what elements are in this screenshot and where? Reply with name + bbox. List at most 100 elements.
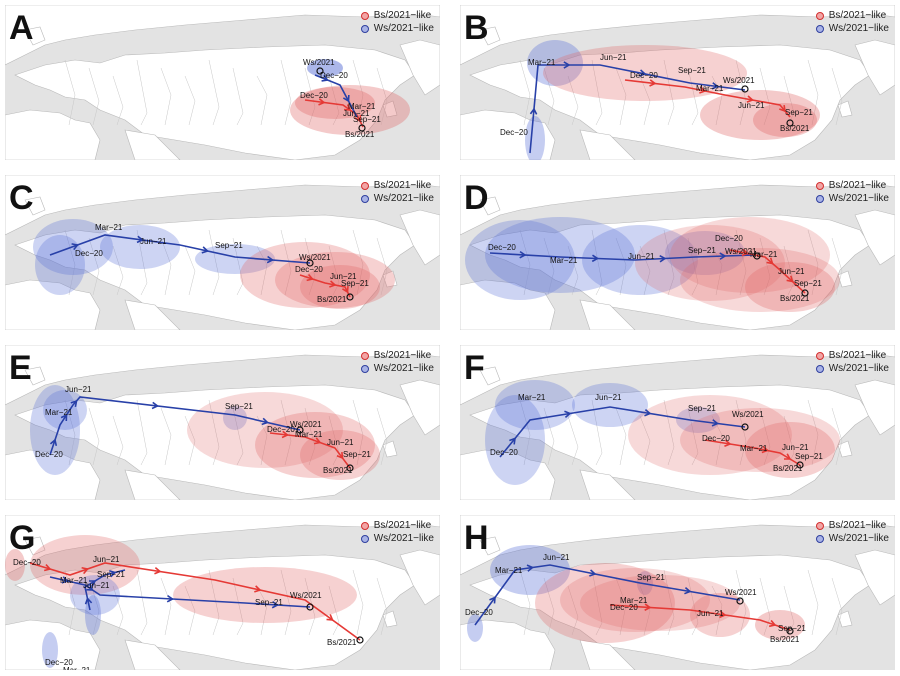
border-line bbox=[807, 399, 819, 466]
time-label: Mar−21 bbox=[740, 444, 768, 453]
time-label: Bs/2021 bbox=[770, 635, 800, 644]
time-label: Dec−20 bbox=[300, 91, 328, 100]
land-4 bbox=[854, 379, 895, 436]
map-svg-b: Mar−21Jun−21Dec−20Sep−21Mar−21Ws/2021Jun… bbox=[460, 5, 895, 160]
legend-swatch-bs bbox=[815, 11, 824, 20]
time-label: Sep−21 bbox=[353, 115, 381, 124]
red-arrowhead bbox=[306, 273, 314, 282]
blue-hpd-region bbox=[495, 380, 575, 430]
time-label: Dec−20 bbox=[35, 450, 63, 459]
blue-arrowhead bbox=[136, 235, 145, 244]
time-label: Sep−21 bbox=[97, 570, 125, 579]
land-5 bbox=[382, 610, 398, 628]
map-svg-c: Mar−21 Jun−21 Dec−20 Sep−21 Ws/2021 Dec−20 Jun… bbox=[5, 175, 440, 330]
border-line bbox=[735, 59, 747, 126]
legend-label-ws: Ws/2021−like bbox=[828, 193, 889, 204]
border-line bbox=[352, 59, 364, 126]
blue-arrowhead bbox=[711, 419, 720, 427]
blue-arrowhead bbox=[166, 594, 175, 603]
land-4 bbox=[399, 39, 440, 96]
border-line bbox=[184, 245, 196, 296]
time-label: Sep−21 bbox=[778, 624, 806, 633]
blue-strain-point bbox=[753, 252, 761, 260]
land-5 bbox=[837, 270, 853, 288]
border-line bbox=[759, 407, 771, 466]
land-3 bbox=[579, 299, 636, 330]
red-strain-point bbox=[346, 293, 354, 301]
red-arrowhead bbox=[154, 567, 162, 575]
time-label: Ws/2021 bbox=[290, 591, 322, 600]
time-label: Bs/2021 bbox=[323, 466, 353, 475]
red-arrowhead bbox=[329, 280, 337, 288]
time-label: Ws/2021 bbox=[299, 253, 331, 262]
time-label: Mar−21 bbox=[750, 250, 778, 259]
land-4 bbox=[399, 379, 440, 436]
time-label: Sep−21 bbox=[225, 402, 253, 411]
time-label: Jun−21 bbox=[140, 237, 167, 246]
red-hpd-region bbox=[5, 549, 25, 581]
blue-strain-point bbox=[741, 85, 749, 93]
border-line bbox=[543, 577, 555, 636]
land-3 bbox=[124, 129, 181, 160]
time-label: Bs/2021 bbox=[780, 294, 810, 303]
time-label: Dec−20 bbox=[488, 243, 516, 252]
panel-letter: F bbox=[464, 349, 485, 387]
time-label: Mar−21 bbox=[495, 566, 523, 575]
land-1 bbox=[14, 384, 416, 500]
border-line bbox=[759, 237, 771, 296]
time-label: Mar−21 bbox=[45, 408, 73, 417]
red-hpd-region bbox=[275, 252, 395, 308]
land-1 bbox=[14, 554, 416, 670]
time-label: Mar−21 bbox=[528, 58, 556, 67]
border-line bbox=[136, 59, 148, 126]
red-strain-point bbox=[786, 119, 794, 127]
blue-arrowhead bbox=[61, 576, 70, 584]
time-label: Bs/2021 bbox=[780, 124, 810, 133]
blue-hpd-region bbox=[485, 217, 635, 293]
border-line bbox=[88, 67, 100, 126]
map-panel-d: Dec−20 Mar−21 Jun−21 Dec−20 Sep−21 Ws/2021 Mar… bbox=[460, 175, 895, 330]
land-6 bbox=[479, 26, 501, 46]
map-panel-b: Mar−21 Jun−21 Dec−20 Sep−21 Mar−21 Ws/2021 Jun… bbox=[460, 5, 895, 160]
legend-label-bs: Bs/2021−like bbox=[828, 180, 887, 191]
legend-item-bs: Bs/2021−like bbox=[815, 519, 889, 532]
border-line bbox=[112, 75, 124, 126]
legend-label-bs: Bs/2021−like bbox=[828, 520, 887, 531]
red-hpd-region bbox=[173, 567, 357, 623]
time-label: Ws/2021 bbox=[303, 58, 335, 67]
legend-label-ws: Ws/2021−like bbox=[373, 363, 434, 374]
time-label: Sep−21 bbox=[785, 108, 813, 117]
legend-item-bs: Bs/2021−like bbox=[815, 9, 889, 22]
blue-arrowhead bbox=[719, 252, 727, 260]
time-label: Ws/2021 bbox=[725, 588, 757, 597]
legend-swatch-ws bbox=[815, 24, 824, 33]
land-4 bbox=[399, 209, 440, 266]
time-label: Mar−21 bbox=[60, 576, 88, 585]
border-line bbox=[711, 245, 723, 296]
blue-arrowhead bbox=[564, 410, 572, 418]
border-line bbox=[591, 229, 603, 296]
blue-hpd-region bbox=[465, 220, 575, 300]
time-label: Jun−21 bbox=[343, 109, 370, 118]
border-line bbox=[615, 577, 627, 636]
border-line bbox=[567, 585, 579, 636]
border-line bbox=[543, 237, 555, 296]
border-line bbox=[328, 75, 340, 126]
time-label: Jun−21 bbox=[600, 53, 627, 62]
panel-letter: H bbox=[464, 519, 489, 557]
border-line bbox=[639, 245, 651, 296]
blue-arrowhead bbox=[589, 569, 597, 577]
blue-arrowhead bbox=[489, 596, 496, 604]
border-line bbox=[639, 75, 651, 126]
border-line bbox=[88, 407, 100, 466]
border-line bbox=[280, 59, 292, 126]
border-line bbox=[807, 59, 819, 126]
time-label: Mar−21 bbox=[295, 430, 323, 439]
border-line bbox=[831, 577, 843, 636]
blue-hpd-region bbox=[572, 383, 648, 427]
blue-migration-path bbox=[474, 564, 741, 626]
border-line bbox=[112, 245, 124, 296]
blue-arrowhead bbox=[266, 255, 275, 264]
land-0 bbox=[460, 515, 895, 576]
